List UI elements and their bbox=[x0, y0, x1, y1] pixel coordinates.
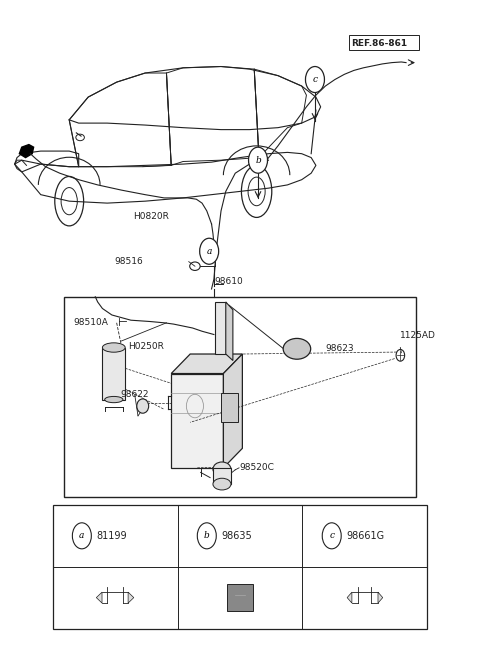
Circle shape bbox=[249, 147, 267, 173]
Circle shape bbox=[200, 238, 219, 264]
Circle shape bbox=[322, 523, 341, 549]
Text: 98623: 98623 bbox=[325, 344, 354, 354]
Text: 98622: 98622 bbox=[120, 390, 149, 399]
Text: b: b bbox=[204, 531, 210, 541]
Polygon shape bbox=[102, 348, 125, 400]
Ellipse shape bbox=[213, 478, 231, 490]
Text: b: b bbox=[255, 155, 261, 165]
Text: c: c bbox=[329, 531, 334, 541]
Text: a: a bbox=[79, 531, 84, 541]
Ellipse shape bbox=[283, 338, 311, 359]
Bar bbox=[64, 297, 416, 497]
Circle shape bbox=[72, 523, 91, 549]
Circle shape bbox=[305, 66, 324, 92]
Text: H0820R: H0820R bbox=[133, 212, 169, 220]
Bar bbox=[221, 393, 238, 422]
Text: 81199: 81199 bbox=[96, 531, 127, 541]
Polygon shape bbox=[347, 592, 352, 603]
Text: c: c bbox=[312, 75, 317, 84]
Polygon shape bbox=[128, 592, 134, 603]
Text: 98510A: 98510A bbox=[73, 318, 108, 327]
Circle shape bbox=[197, 523, 216, 549]
Text: 98610: 98610 bbox=[214, 277, 243, 285]
Text: 98516: 98516 bbox=[114, 257, 143, 266]
Polygon shape bbox=[96, 592, 102, 603]
Polygon shape bbox=[378, 592, 383, 603]
Polygon shape bbox=[216, 302, 226, 354]
Polygon shape bbox=[171, 373, 223, 468]
Bar bbox=[227, 584, 253, 611]
Bar bbox=[213, 468, 231, 484]
Text: 98661G: 98661G bbox=[346, 531, 384, 541]
Text: H0250R: H0250R bbox=[129, 342, 164, 351]
Ellipse shape bbox=[213, 462, 231, 476]
Text: 1125AD: 1125AD bbox=[400, 331, 436, 340]
Ellipse shape bbox=[105, 396, 123, 403]
Text: 98520C: 98520C bbox=[239, 463, 274, 472]
Polygon shape bbox=[171, 354, 242, 373]
Bar bbox=[349, 35, 420, 50]
Text: 98635: 98635 bbox=[221, 531, 252, 541]
Polygon shape bbox=[223, 354, 242, 468]
Ellipse shape bbox=[137, 399, 149, 413]
Ellipse shape bbox=[102, 343, 125, 352]
Text: REF.86-861: REF.86-861 bbox=[351, 39, 408, 48]
Bar bbox=[53, 505, 427, 628]
Text: a: a bbox=[206, 247, 212, 256]
Polygon shape bbox=[19, 144, 34, 157]
Polygon shape bbox=[226, 302, 233, 361]
